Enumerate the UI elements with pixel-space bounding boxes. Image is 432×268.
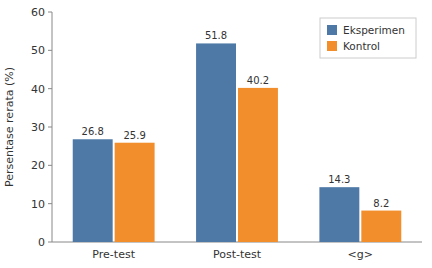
x-axis: Pre-test Post-test <g> [52, 242, 422, 261]
bar [238, 88, 278, 242]
tick-mark [48, 165, 52, 166]
tick-label: 30 [31, 121, 45, 134]
legend-label: Kontrol [343, 40, 380, 52]
tick-mark [48, 50, 52, 51]
tick-label: Post-test [213, 248, 262, 261]
data-label: 14.3 [328, 174, 350, 185]
data-label: 8.2 [373, 198, 389, 209]
tick-label: 20 [31, 159, 45, 172]
y-axis-label: Persentase rerata (%) [3, 67, 16, 187]
tick-label: 0 [38, 236, 45, 249]
tick-label: 10 [31, 198, 45, 211]
bar [196, 43, 236, 242]
bar [73, 139, 113, 242]
y-axis-line [52, 12, 53, 242]
data-label: 40.2 [247, 75, 269, 86]
legend: Eksperimen Kontrol [320, 18, 416, 58]
y-axis: 0 10 20 30 40 50 60 [31, 6, 52, 249]
tick-label: 40 [31, 83, 45, 96]
legend-swatch [327, 25, 337, 35]
data-label: 25.9 [124, 130, 146, 141]
chart: 0 10 20 30 40 50 60 Persentase rerata (%) Pre-te… [0, 0, 432, 268]
tick-mark [48, 242, 52, 243]
chart-container: 0 10 20 30 40 50 60 Persentase rerata (%) Pre-te… [0, 0, 432, 268]
tick-label: <g> [348, 248, 373, 261]
legend-swatch [327, 41, 337, 51]
bars [73, 43, 402, 242]
legend-label: Eksperimen [343, 24, 405, 36]
tick-mark [48, 203, 52, 204]
data-label: 26.8 [82, 126, 104, 137]
bar [361, 211, 401, 242]
tick-label: Pre-test [92, 248, 135, 261]
tick-label: 60 [31, 6, 45, 19]
tick-mark [48, 12, 52, 13]
bar [115, 143, 155, 242]
tick-mark [48, 88, 52, 89]
legend-box [320, 18, 416, 58]
data-label: 51.8 [205, 30, 227, 41]
bar [319, 187, 359, 242]
tick-mark [48, 127, 52, 128]
tick-label: 50 [31, 44, 45, 57]
